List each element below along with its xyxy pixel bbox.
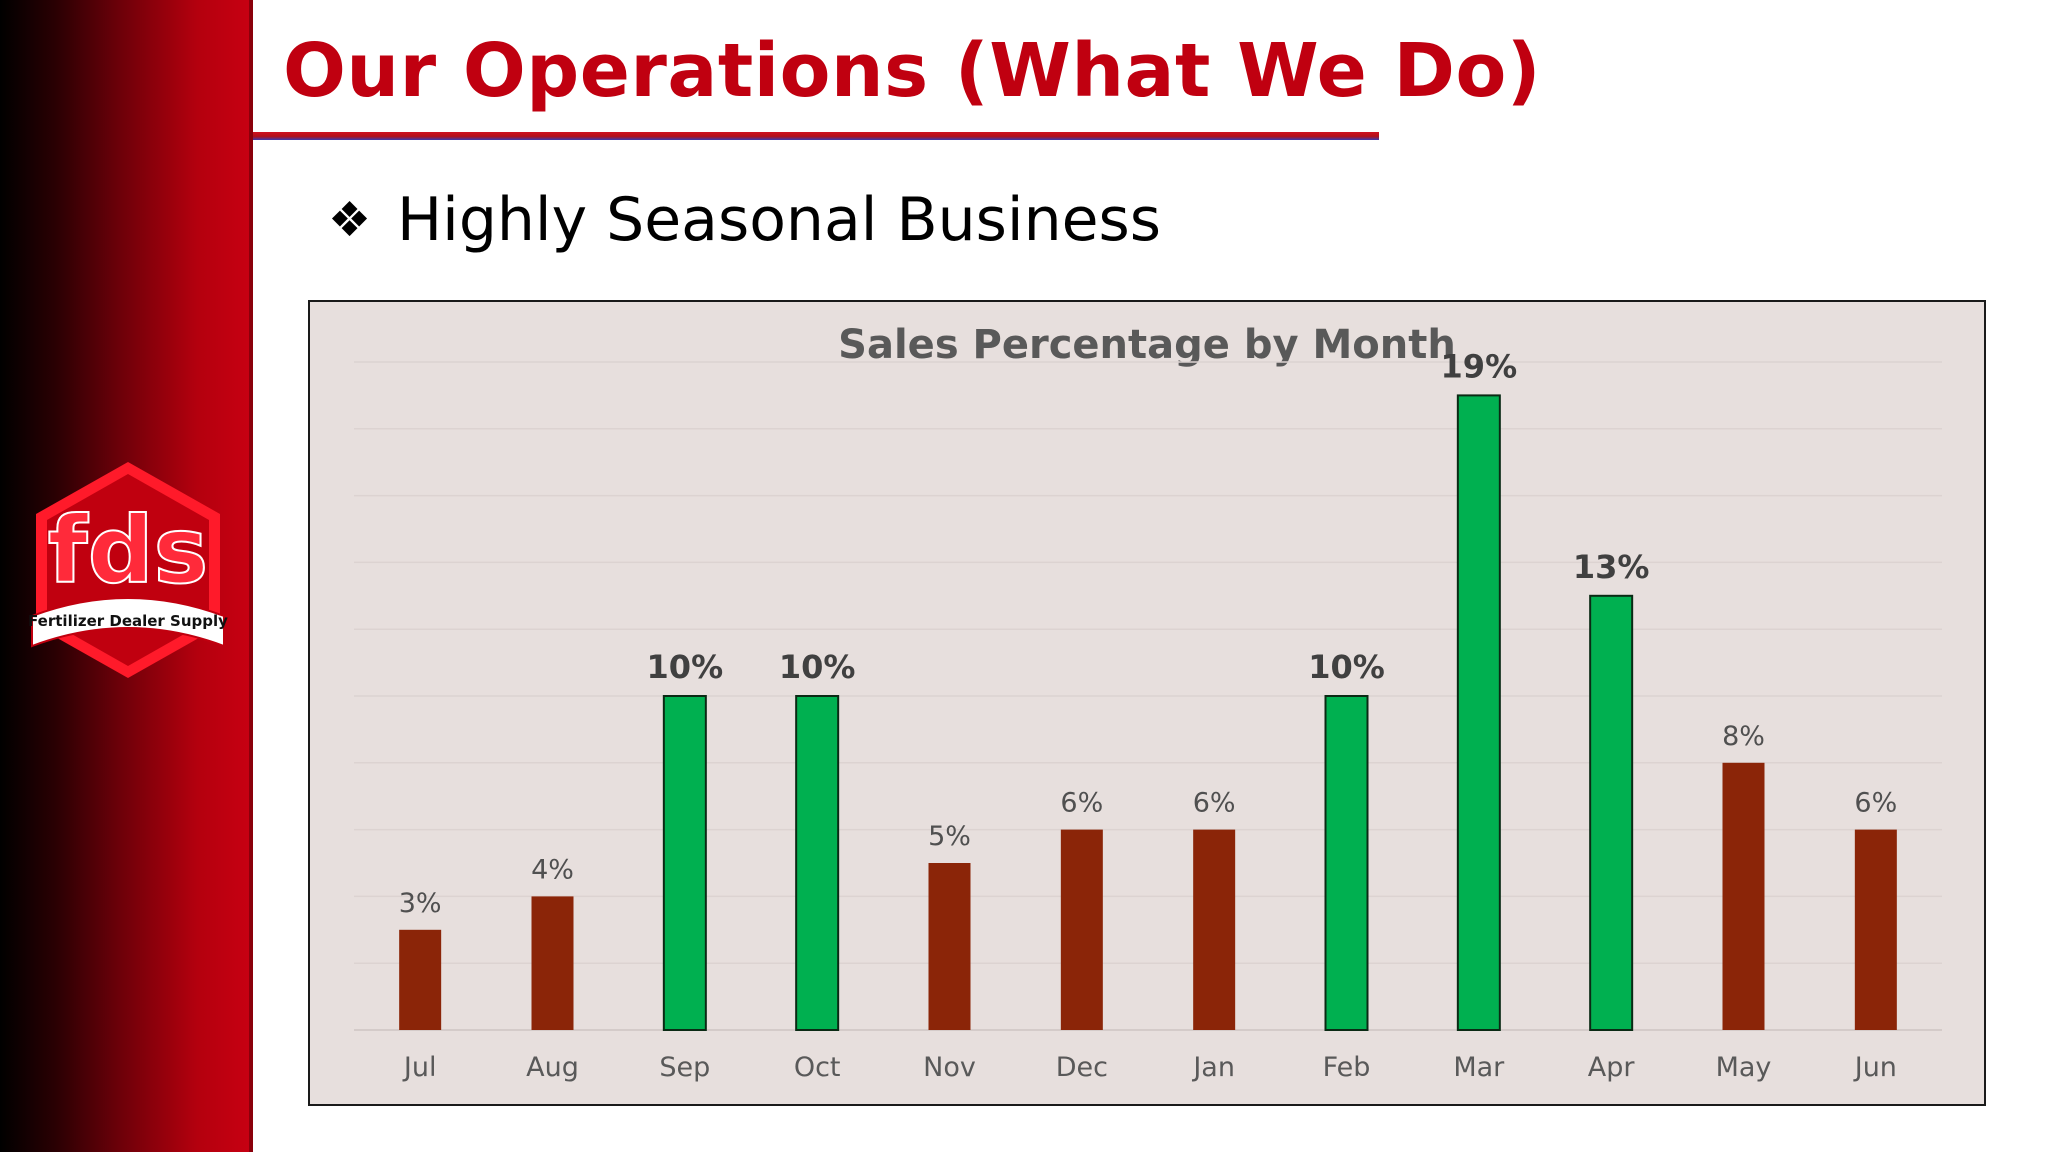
x-tick-jun: Jun	[1853, 1052, 1897, 1083]
bar-jun	[1854, 829, 1897, 1030]
x-tick-aug: Aug	[526, 1052, 579, 1083]
bar-nov	[928, 863, 971, 1030]
chart-x-ticks: Jul Aug Sep Oct Nov Dec Jan Feb Mar Apr May Jun	[402, 1052, 1897, 1083]
data-label-may: 8%	[1722, 721, 1765, 752]
x-tick-mar: Mar	[1453, 1052, 1505, 1083]
bullet-text: Highly Seasonal Business	[397, 185, 1162, 255]
data-label-jul: 3%	[399, 888, 442, 919]
fds-logo: fds Fertilizer Dealer Supply	[28, 462, 228, 678]
bar-may	[1722, 762, 1765, 1030]
x-tick-dec: Dec	[1056, 1052, 1108, 1083]
data-label-aug: 4%	[531, 854, 574, 885]
sidebar-band: fds Fertilizer Dealer Supply	[0, 0, 253, 1152]
chart-bars	[399, 394, 1897, 1031]
title-underline	[253, 132, 1379, 140]
data-label-jan: 6%	[1193, 788, 1236, 819]
diamond-cluster-icon: ❖	[328, 192, 372, 248]
bar-jul	[399, 929, 442, 1030]
bar-aug	[531, 896, 574, 1030]
sales-chart: Sales Percentage by Month 3% 4% 10% 10% 5% 6%…	[308, 300, 1986, 1106]
data-label-oct: 10%	[779, 648, 856, 686]
bar-mar	[1456, 394, 1501, 1031]
data-label-nov: 5%	[928, 821, 971, 852]
bar-oct	[795, 695, 840, 1031]
data-label-dec: 6%	[1060, 788, 1103, 819]
data-label-feb: 10%	[1308, 648, 1385, 686]
bullet-point: ❖ Highly Seasonal Business	[328, 185, 1161, 255]
x-tick-jan: Jan	[1191, 1052, 1235, 1083]
bar-apr	[1589, 594, 1634, 1031]
logo-sub-text: Fertilizer Dealer Supply	[28, 612, 228, 630]
data-label-apr: 13%	[1573, 548, 1650, 586]
chart-title: Sales Percentage by Month	[838, 322, 1456, 368]
data-label-mar: 19%	[1441, 347, 1518, 385]
data-label-sep: 10%	[647, 648, 724, 686]
x-tick-jul: Jul	[402, 1052, 437, 1083]
bar-feb	[1324, 695, 1369, 1031]
logo-banner	[31, 597, 225, 648]
data-label-jun: 6%	[1854, 788, 1897, 819]
chart-data-labels: 3% 4% 10% 10% 5% 6% 6% 10% 19% 13% 8% 6%	[399, 347, 1898, 918]
bar-jan	[1193, 829, 1236, 1030]
x-tick-apr: Apr	[1588, 1052, 1636, 1083]
x-tick-may: May	[1716, 1052, 1772, 1083]
chart-canvas: Sales Percentage by Month 3% 4% 10% 10% 5% 6%…	[354, 322, 1942, 1083]
x-tick-feb: Feb	[1323, 1052, 1371, 1083]
x-tick-sep: Sep	[659, 1052, 710, 1083]
x-tick-nov: Nov	[923, 1052, 976, 1083]
bar-sep	[662, 695, 707, 1031]
bar-dec	[1060, 829, 1103, 1030]
logo-main-text: fds	[48, 497, 209, 604]
x-tick-oct: Oct	[794, 1052, 841, 1083]
chart-gridlines	[354, 361, 1942, 1031]
page-title: Our Operations (What We Do)	[283, 28, 1542, 114]
